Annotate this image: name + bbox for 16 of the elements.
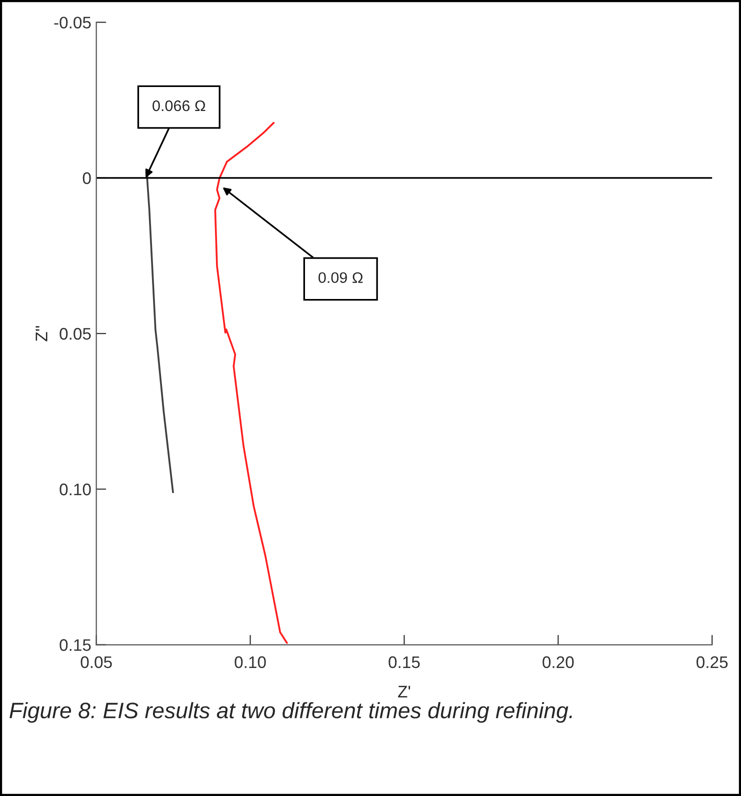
x-tick-label: 0.15: [388, 656, 420, 668]
x-tick-label: 0.05: [80, 656, 112, 668]
line-series: [214, 122, 288, 644]
x-tick-label: 0.20: [542, 656, 574, 668]
x-tick-label: 0.25: [696, 656, 728, 668]
annotation: 0.066 Ω: [152, 100, 206, 112]
annotation: 0.09 Ω: [318, 272, 363, 284]
y-tick-label: 0.05: [60, 328, 91, 340]
y-tick-label: 0.10: [60, 484, 91, 496]
x-axis-title: Z': [398, 686, 410, 698]
y-tick-label: 0.15: [60, 639, 91, 651]
y-axis-title: Z'': [36, 326, 48, 342]
y-tick-label: 0: [82, 172, 91, 184]
x-tick-label: 0.10: [234, 656, 266, 668]
caption: Figure 8: EIS results at two different times during refining.: [10, 702, 572, 723]
y-tick-label: -0.05: [54, 16, 91, 28]
